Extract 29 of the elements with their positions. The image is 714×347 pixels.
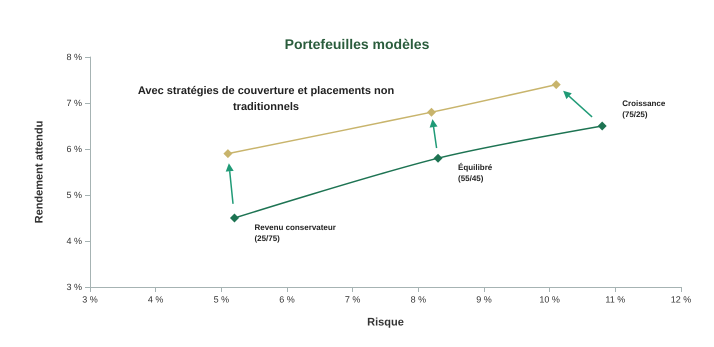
point bbox=[552, 80, 561, 90]
point bbox=[434, 154, 443, 163]
y-tick-label: 7 % bbox=[66, 98, 82, 108]
x-tick-label: 12 % bbox=[670, 294, 692, 304]
annotation: Croissance (75/25) bbox=[622, 99, 666, 119]
point bbox=[426, 108, 436, 117]
x-axis-title: Risque bbox=[367, 316, 404, 328]
annotation: Revenu conservateur (25/75) bbox=[254, 223, 336, 243]
y-tick-label: 8 % bbox=[66, 52, 82, 62]
x-tick-label: 6 % bbox=[279, 294, 295, 304]
y-tick-label: 6 % bbox=[66, 144, 82, 154]
x-tick-label: 9 % bbox=[476, 294, 492, 304]
x-tick-label: 8 % bbox=[410, 294, 426, 304]
x-tick-label: 5 % bbox=[214, 294, 230, 304]
x-tick-label: 10 % bbox=[539, 294, 560, 304]
chart-title: Portefeuilles modèles bbox=[284, 36, 430, 52]
point bbox=[223, 149, 232, 158]
annotation: Équilibré (55/45) bbox=[458, 162, 493, 184]
x-tick-label: 3 % bbox=[82, 294, 98, 304]
y-tick-label: 4 % bbox=[66, 236, 82, 246]
point bbox=[230, 214, 239, 222]
x-tick-label: 7 % bbox=[344, 294, 360, 304]
y-tick-label: 3 % bbox=[66, 282, 82, 292]
y-tick-label: 5 % bbox=[66, 190, 82, 200]
y-axis-title: Rendement attendu bbox=[34, 120, 46, 224]
annotation: Avec stratégies de couverture et placements non traditionnels bbox=[138, 85, 394, 113]
x-tick-label: 11 % bbox=[605, 294, 626, 304]
point bbox=[598, 122, 607, 130]
x-tick-label: 4 % bbox=[148, 294, 164, 304]
